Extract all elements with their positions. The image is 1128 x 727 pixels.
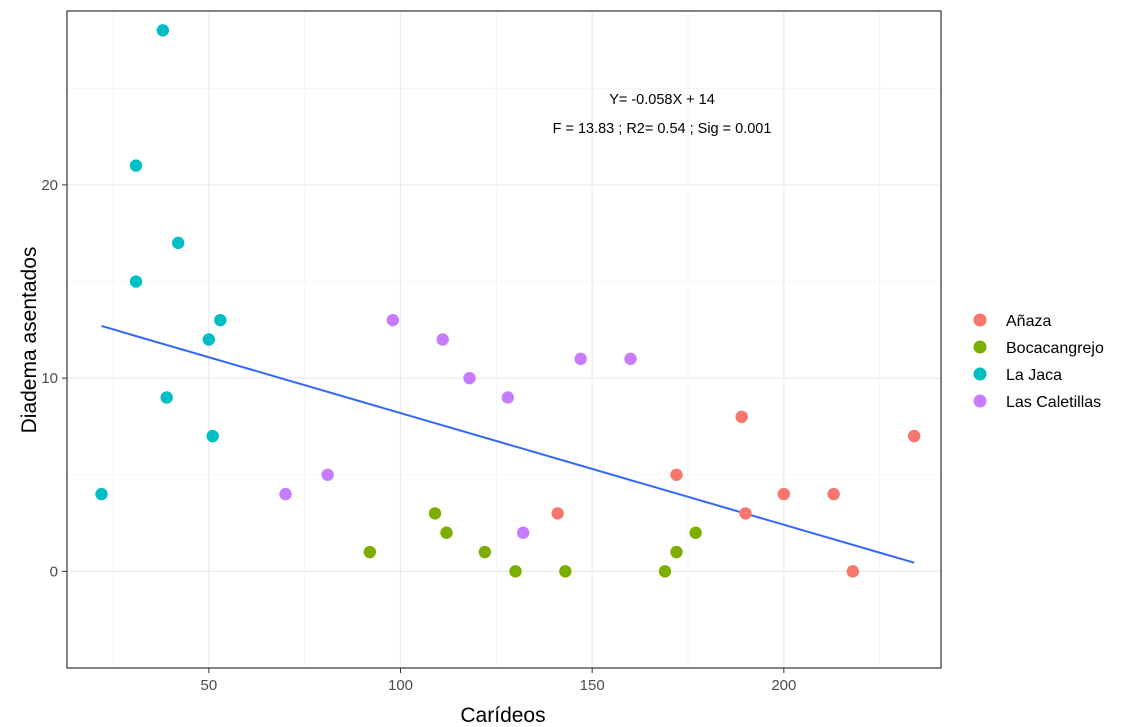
x-axis-title: Carídeos [460, 704, 545, 727]
data-point [735, 410, 748, 423]
regression-line [101, 325, 915, 564]
y-tick-label: 20 [41, 177, 58, 194]
data-point [428, 507, 442, 520]
data-point [551, 507, 564, 520]
data-point [501, 391, 515, 404]
regression-stats: F = 13.83 ; R2= 0.54 ; Sig = 0.001 [553, 121, 772, 137]
y-axis-title: Diadema asentados [18, 247, 41, 434]
minor-gridlines [67, 11, 941, 668]
data-point [386, 313, 400, 327]
regression-equation: Y= -0.058X + 14 [609, 92, 715, 108]
legend-key [973, 394, 987, 408]
legend-label: La Jaca [1006, 367, 1062, 384]
legend-label: Añaza [1006, 313, 1051, 330]
data-point [440, 526, 453, 539]
y-tick-label: 10 [41, 370, 58, 387]
major-gridlines [67, 11, 941, 668]
data-point [670, 545, 683, 559]
data-point [279, 487, 292, 501]
x-tick-label: 100 [388, 677, 413, 694]
data-point [509, 565, 522, 578]
x-axis-ticks: 50 100 150 200 [200, 668, 796, 694]
data-point [321, 468, 334, 481]
legend-label: Las Caletillas [1006, 394, 1101, 411]
plot-panel-border [66, 10, 942, 669]
data-point [689, 526, 702, 539]
data-point [95, 487, 108, 501]
legend-key [973, 367, 987, 381]
legend-key [973, 340, 987, 354]
data-point [827, 487, 840, 501]
x-tick-label: 200 [771, 677, 796, 694]
data-point [436, 333, 449, 346]
data-point [670, 468, 683, 481]
data-point [129, 275, 143, 288]
legend: Añaza Bocacangrejo La Jaca Las Caletillas [973, 313, 1104, 411]
data-point [160, 391, 173, 404]
x-tick-label: 150 [580, 677, 605, 694]
y-tick-label: 0 [50, 563, 58, 580]
data-point [478, 545, 492, 559]
y-axis-ticks: 0 10 20 [41, 177, 67, 580]
data-point [574, 352, 587, 366]
legend-label: Bocacangrejo [1006, 340, 1104, 357]
data-point [516, 526, 530, 539]
x-tick-label: 50 [200, 677, 217, 694]
data-point [559, 565, 572, 578]
data-point [363, 545, 377, 559]
data-point [202, 333, 216, 346]
data-point [658, 565, 672, 578]
data-point [214, 313, 227, 327]
legend-key [973, 313, 987, 327]
data-point [907, 429, 921, 443]
data-point [129, 159, 143, 172]
data-point [624, 352, 637, 366]
data-point [777, 487, 791, 501]
data-points [95, 24, 921, 578]
data-point [846, 565, 860, 578]
data-point [206, 429, 219, 443]
data-point [463, 371, 476, 385]
data-point [156, 24, 170, 37]
data-point [171, 236, 185, 250]
data-point [739, 507, 752, 520]
